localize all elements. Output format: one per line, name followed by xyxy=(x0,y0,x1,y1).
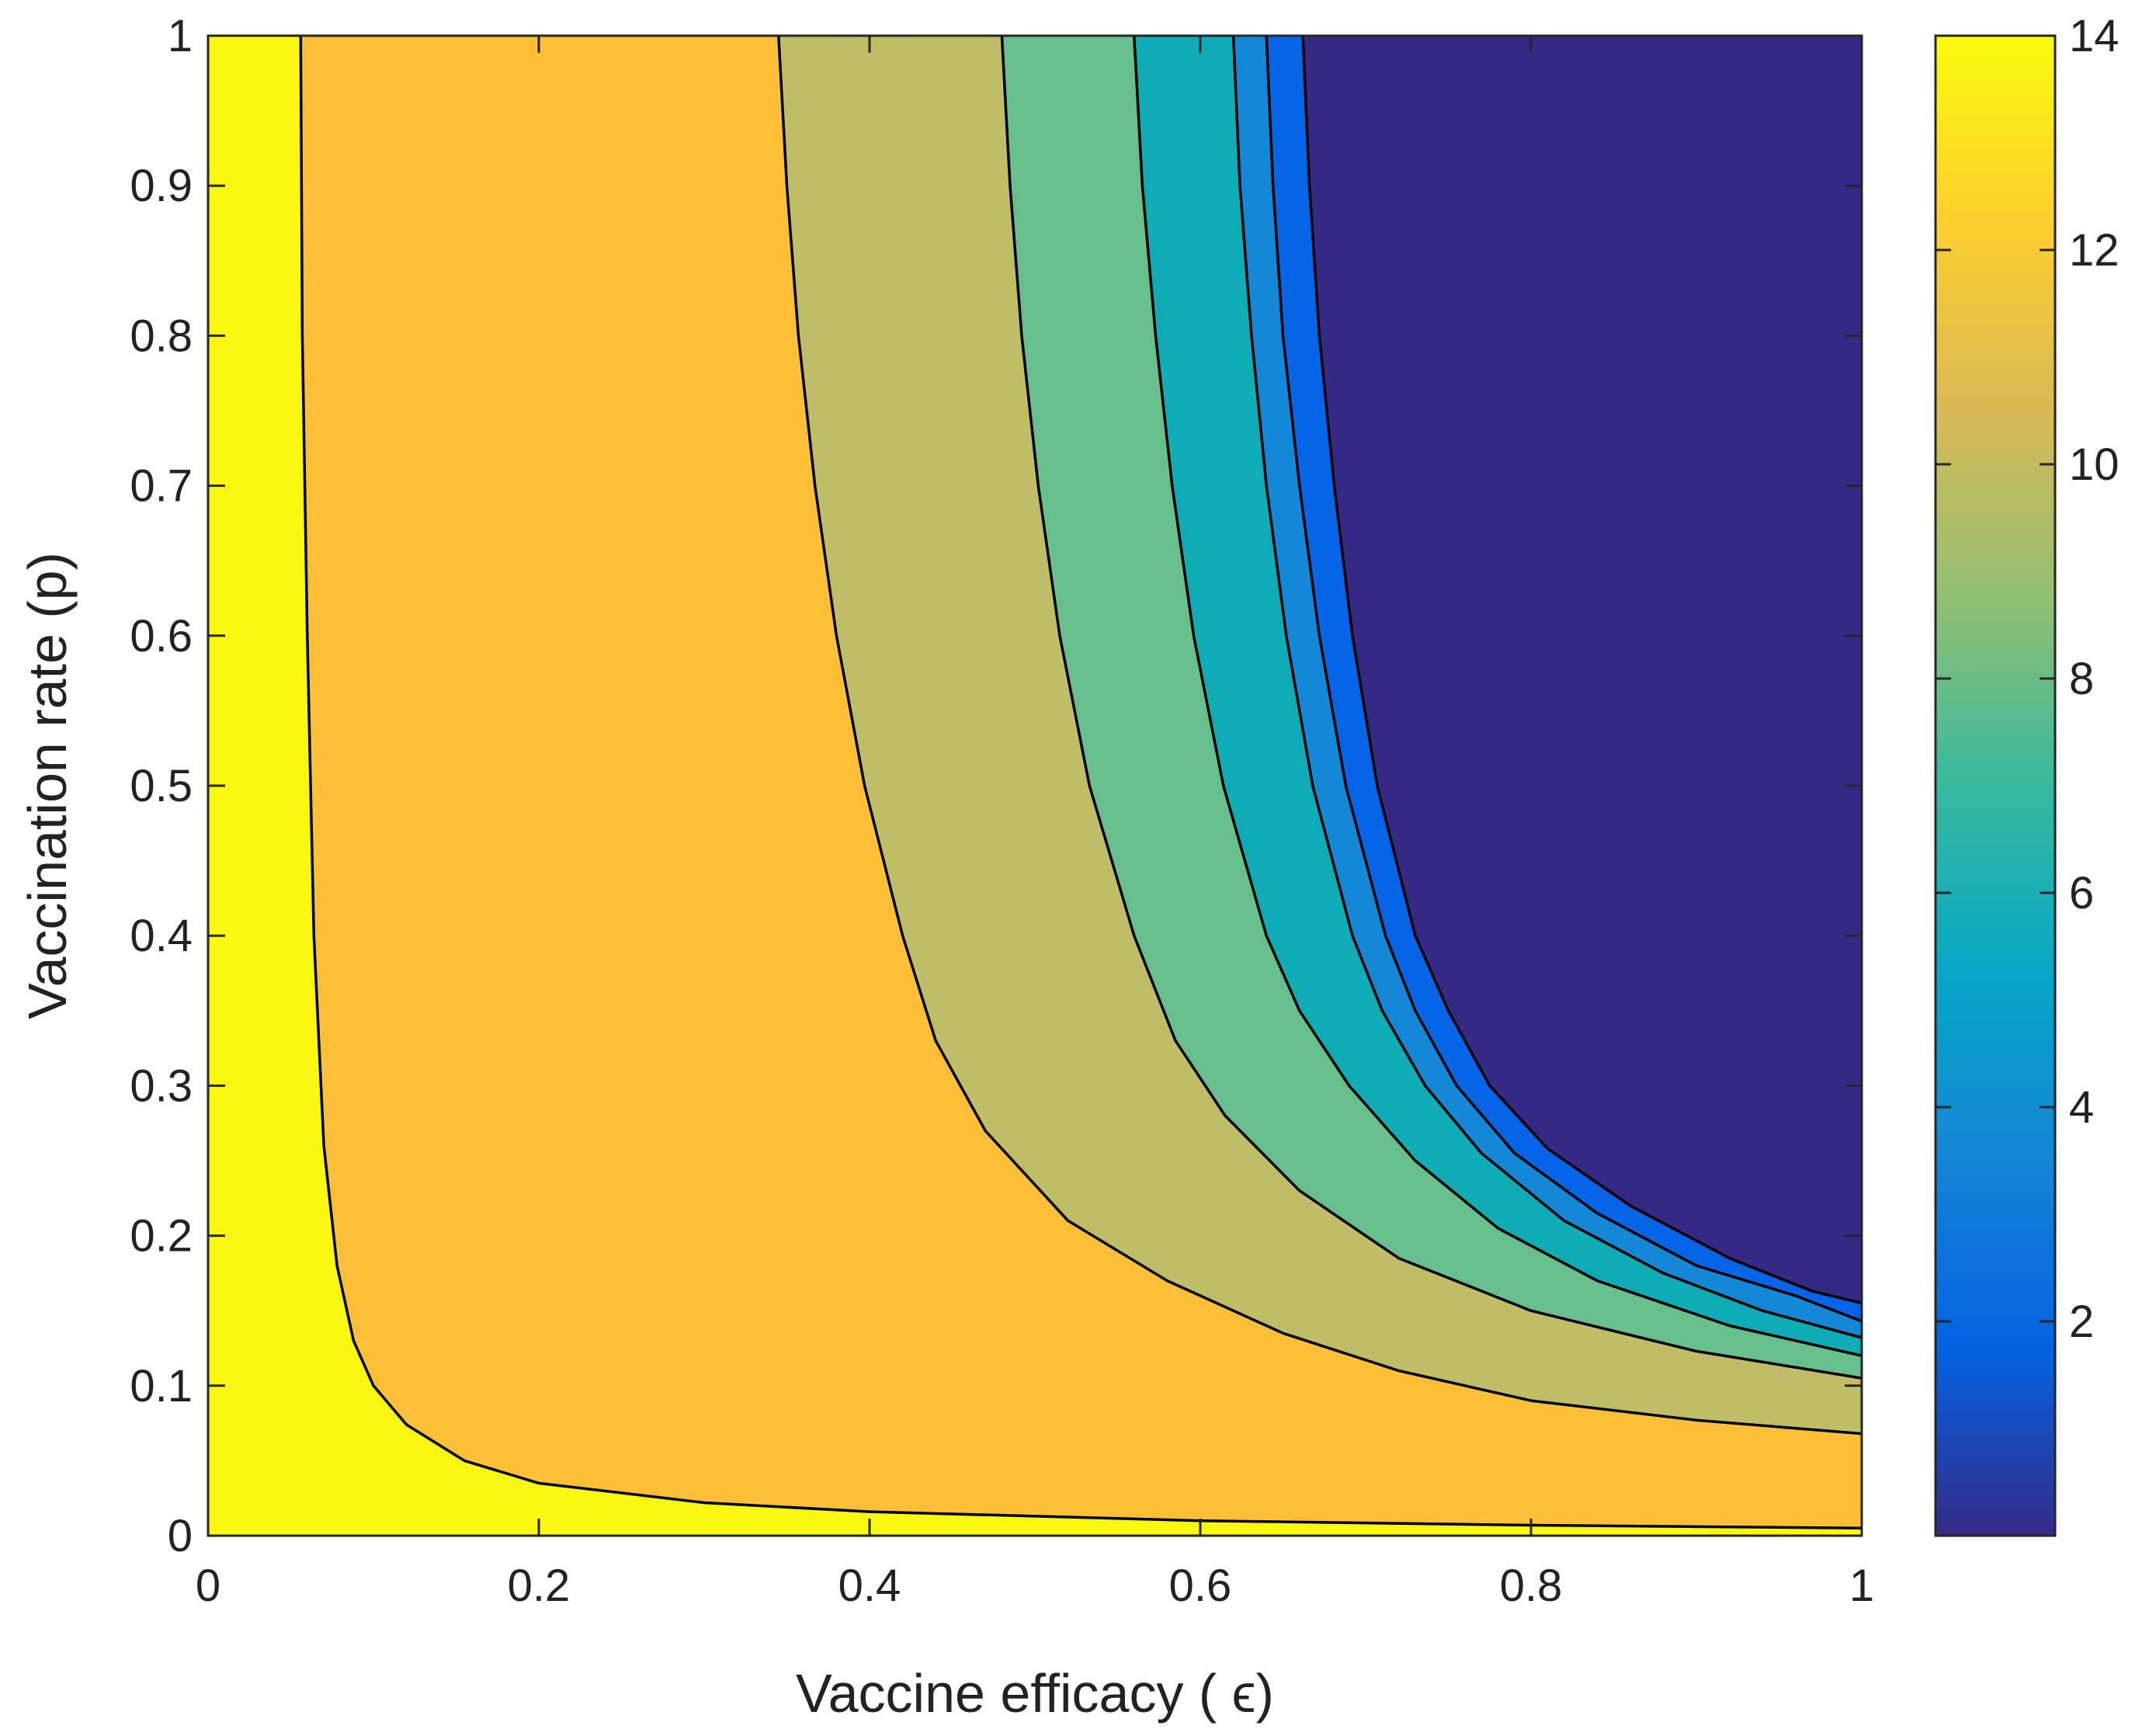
y-tick-label: 0.5 xyxy=(130,761,193,811)
contour-5-line xyxy=(1231,36,1862,1339)
y-axis-label: Vaccination rate (p) xyxy=(17,552,78,1019)
colorbar-tick-label: 10 xyxy=(2069,439,2119,490)
y-tick-label: 1 xyxy=(168,11,193,61)
y-tick-label: 0.4 xyxy=(130,911,193,961)
x-tick-label: 0.8 xyxy=(1500,1561,1563,1611)
y-tick-label: 0.9 xyxy=(130,161,193,211)
y-tick-label: 0.8 xyxy=(130,311,193,361)
colorbar-tick-label: 2 xyxy=(2069,1297,2094,1347)
contour-4-line xyxy=(1133,36,1862,1357)
contour-region-4 xyxy=(1002,36,1862,1379)
y-tick-label: 0 xyxy=(168,1511,193,1561)
contour-1-line xyxy=(299,36,1862,1530)
y-tick-label: 0.2 xyxy=(130,1211,193,1262)
contour-6-line xyxy=(1265,36,1862,1323)
x-tick-label: 1 xyxy=(1849,1561,1874,1611)
y-tick-label: 0.6 xyxy=(130,611,193,661)
colorbar-tick-label: 6 xyxy=(2069,868,2094,918)
contour-region-3 xyxy=(778,36,1862,1434)
x-tick-label: 0.2 xyxy=(508,1561,571,1611)
x-tick-label: 0 xyxy=(196,1561,220,1611)
colorbar-tick-label: 4 xyxy=(2069,1082,2094,1133)
axis-ticks: 0 0.2 0.4 0.6 0.8 1 0 0.1 0.2 0.3 0.4 0.5 0.6 0.7 0.8 0… xyxy=(130,11,1874,1611)
colorbar-ticks: 2 4 6 8 10 12 14 xyxy=(1935,11,2119,1347)
y-tick-label: 0.1 xyxy=(130,1361,193,1411)
contour-region-2 xyxy=(300,36,1862,1529)
y-tick-label: 0.3 xyxy=(130,1061,193,1111)
x-tick-label: 0.6 xyxy=(1169,1561,1232,1611)
contour-7-line xyxy=(1301,36,1862,1305)
colorbar-tick-label: 8 xyxy=(2069,654,2094,704)
colorbar xyxy=(1934,34,2057,1537)
contour-region-7 xyxy=(1266,36,1862,1321)
contour-region-5 xyxy=(1134,36,1862,1356)
contour-lines xyxy=(299,36,1862,1530)
colorbar-tick-label: 14 xyxy=(2069,11,2119,61)
contour-2-line xyxy=(777,36,1862,1436)
y-tick-label: 0.7 xyxy=(130,461,193,512)
contour-region-6 xyxy=(1233,36,1862,1338)
x-tick-label: 0.4 xyxy=(838,1561,901,1611)
contour-3-line xyxy=(1000,36,1862,1380)
colorbar-tick-label: 12 xyxy=(2069,225,2119,276)
contour-regions xyxy=(208,36,1862,1536)
contour-region-8 xyxy=(1303,36,1862,1304)
x-axis-label: Vaccine efficacy ( ϵ) xyxy=(796,1663,1274,1724)
